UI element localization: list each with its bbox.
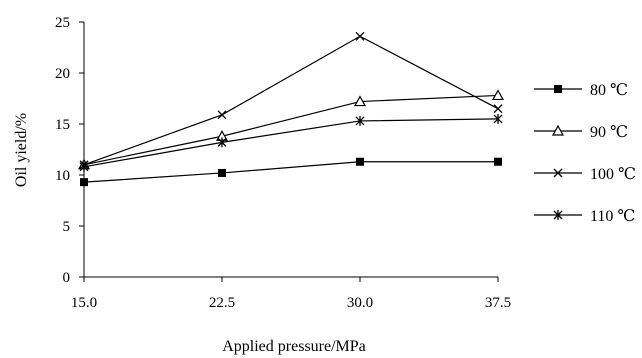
data-point [355, 31, 365, 41]
y-tick-label: 25 [55, 15, 70, 31]
y-axis-ticks: 0 5 10 15 20 25 [55, 15, 84, 286]
x-tick-label: 30.0 [347, 295, 373, 311]
series-1 [80, 157, 502, 187]
legend-label: 100 ℃ [590, 166, 636, 183]
data-point [356, 157, 364, 166]
x-tick-label: 37.5 [485, 295, 511, 311]
legend-marker [553, 168, 563, 178]
legend-marker [551, 124, 565, 136]
series-line [83, 94, 499, 166]
axes [83, 22, 498, 278]
legend-entry: 80 ℃ [534, 82, 628, 99]
data-point [491, 89, 505, 101]
legend-entry: 110 ℃ [534, 208, 635, 225]
legend-marker [554, 85, 562, 93]
data-point [80, 178, 88, 187]
series-line [83, 118, 499, 168]
data-point [493, 113, 503, 124]
legend-label: 80 ℃ [590, 82, 628, 99]
legend-label: 110 ℃ [590, 208, 635, 225]
series-3 [79, 31, 503, 170]
legend-label: 90 ℃ [590, 124, 628, 141]
series-4 [79, 113, 503, 172]
legend-entry: 100 ℃ [534, 166, 636, 183]
data-point [353, 95, 367, 107]
y-axis-label: Oil yield/% [13, 113, 30, 187]
legend-entry: 90 ℃ [534, 124, 628, 141]
series-line [83, 161, 498, 183]
data-point [79, 161, 89, 172]
data-point [217, 110, 227, 120]
legend-marker [553, 210, 563, 220]
y-tick-label: 10 [55, 168, 70, 184]
y-tick-label: 0 [63, 270, 71, 286]
x-axis-ticks: 15.0 22.5 30.0 37.5 [71, 277, 511, 311]
data-point [355, 115, 365, 126]
y-tick-label: 5 [63, 219, 71, 235]
data-point [494, 157, 502, 166]
series-layer [77, 31, 505, 187]
x-tick-label: 15.0 [71, 295, 97, 311]
data-point [218, 168, 226, 177]
y-tick-label: 20 [55, 66, 70, 82]
x-tick-label: 22.5 [209, 295, 235, 311]
y-tick-label: 15 [55, 117, 70, 133]
x-axis-label: Applied pressure/MPa [222, 338, 366, 355]
legend: 80 ℃ 90 ℃ 100 ℃ 110 ℃ [534, 82, 636, 225]
data-point [493, 104, 503, 114]
series-line [83, 35, 499, 166]
data-point [217, 137, 227, 148]
